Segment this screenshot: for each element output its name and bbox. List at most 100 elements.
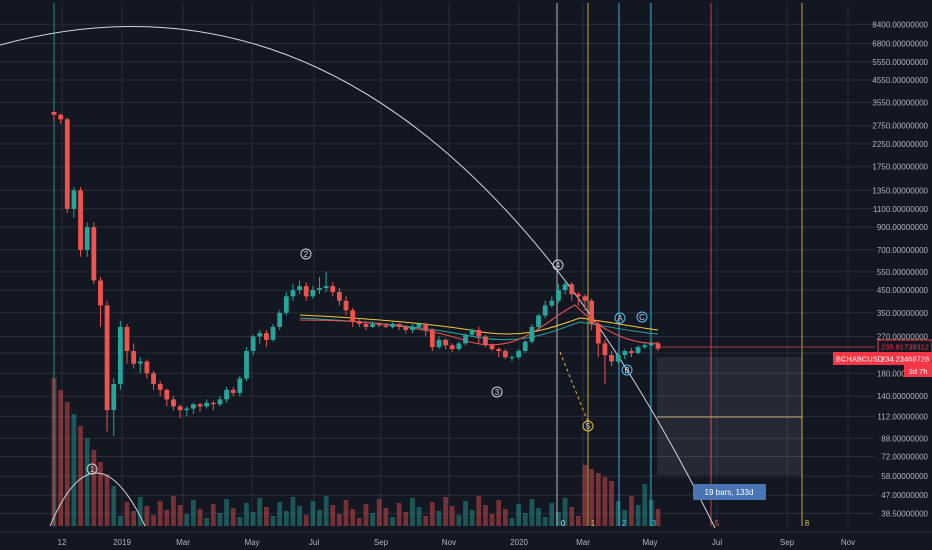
volume-bar [197,509,203,526]
volume-bar [91,450,97,526]
candle-body [642,345,648,348]
fib-time-lines: 0 1 2 3 5 8 [53,3,810,528]
price-tick: 700.00000000 [877,246,929,255]
volume-bar [356,518,362,526]
candle-body [635,347,641,354]
volume-bar [589,469,595,526]
range-label-box [693,484,766,500]
wave-label-circle [491,386,503,398]
volume-bar [642,484,648,526]
time-tick: 2020 [510,538,528,547]
volume-bar [635,505,641,526]
candle-body [476,329,482,337]
price-tick: 4550.00000000 [872,76,928,85]
volume-bar [476,496,482,526]
candle-body [210,402,216,405]
time-axis: 12 2019 Mar May Jul Sep Nov 2020 Mar May Jul Sep Nov [0,531,932,547]
volume-bar [602,477,608,526]
candle-body [529,326,535,342]
candle-body [98,280,103,306]
wave-label: 3 [495,388,500,397]
volume-bar [210,504,216,526]
volume-bar [310,501,316,526]
wave-label: 1 [90,465,95,474]
candle-body [224,389,229,400]
candle-body [629,351,634,354]
volume-bar [151,515,156,526]
candle-body [277,312,283,327]
grid-lines [0,3,875,526]
time-tick: May [642,538,657,547]
fib-time-label: 8 [805,519,810,528]
volume-bar [237,517,243,526]
volume-bar [217,513,223,526]
volume-bar [64,402,70,526]
price-tick: 58.00000000 [881,472,928,481]
candle-body [184,408,190,411]
candle-body [78,190,83,250]
price-tick: 112.00000000 [877,412,928,421]
volume-bar [277,502,283,526]
volume-bar [483,505,488,526]
volume-bar [423,516,429,526]
volume-bar [562,498,568,526]
volume-bar [370,513,375,526]
price-tick: 38.50000000 [881,509,928,518]
volume-bar [436,511,442,526]
candle-body [144,361,150,374]
volume-bar [376,499,382,526]
volume-bar [516,504,522,526]
time-tick: Sep [780,538,795,547]
candle-body [64,119,70,209]
candle-body [283,296,289,313]
volume-bar [337,514,342,526]
current-price-tag: 235.81739312 [881,343,929,352]
price-tick: 1750.00000000 [872,163,928,172]
volume-bar [536,508,541,526]
candle-body [297,286,302,291]
volume-bar [363,504,369,526]
large-arc [0,25,716,529]
volume-bar [416,507,422,526]
candle-body [483,336,488,346]
countdown-tag: 3d 7h [909,367,928,376]
candle-body [575,294,581,297]
candle-body [264,333,269,340]
candle-body [250,336,256,352]
candle-body [542,305,548,316]
candle-body [111,383,117,411]
price-tick: 1350.00000000 [872,186,928,195]
wave-label: 4 [556,261,561,270]
volume-bar [443,497,448,526]
projection-dashed-line [559,351,589,423]
volume-bar [343,500,349,526]
wave-label: A [617,314,623,323]
wave-label: B [624,366,629,375]
candle-body [104,305,110,411]
range-label: 19 bars, 133d [705,488,754,497]
time-tick: Jul [309,538,319,547]
candle-body [463,334,468,344]
volume-bar [290,497,296,526]
candle-body [609,355,614,362]
candle-body [516,351,522,358]
volume-bar [410,498,415,526]
volume-bar [84,438,90,526]
volume-bar [403,512,409,526]
candle-body [370,323,375,327]
symbol-price-tag-box [833,352,932,365]
volume-bar [496,500,502,526]
volume-bar [383,508,389,526]
candle-body [496,349,502,352]
volume-bar [522,513,528,526]
volume-bar [204,518,210,526]
price-tick: 47.00000000 [881,491,928,500]
volume-bar [463,501,468,526]
volume-bar [449,506,455,526]
candle-body [157,383,163,390]
candle-body [350,310,356,322]
volume-bar [469,510,475,526]
price-tick: 8400.00000000 [872,20,928,29]
